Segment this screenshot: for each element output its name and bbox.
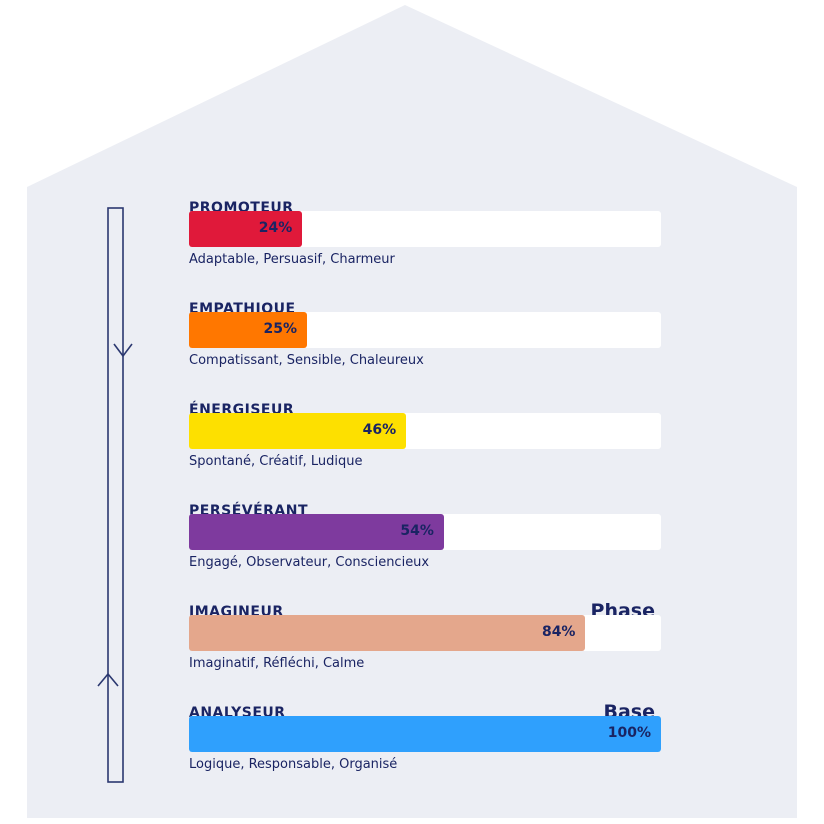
bar-track: 84% — [189, 615, 661, 651]
value-label: 54% — [400, 523, 434, 539]
value-label: 100% — [607, 725, 651, 741]
description: Engagé, Observateur, Consciencieux — [189, 555, 430, 570]
value-label: 25% — [263, 321, 297, 337]
bar-track: 24% — [189, 211, 661, 247]
description: Imaginatif, Réfléchi, Calme — [189, 656, 365, 671]
description: Logique, Responsable, Organisé — [189, 757, 398, 772]
bar-track: 54% — [189, 514, 661, 550]
value-label: 46% — [362, 422, 397, 438]
arrow-down-icon — [113, 343, 133, 358]
description: Spontané, Créatif, Ludique — [189, 454, 363, 469]
arrow-up-icon — [97, 672, 119, 687]
description: Compatissant, Sensible, Chaleureux — [189, 353, 424, 368]
vertical-arrow-frame — [97, 207, 133, 783]
value-label: 84% — [541, 624, 576, 640]
bar: 46% — [189, 413, 407, 449]
bar-track: 25% — [189, 312, 661, 348]
bar: 84% — [189, 615, 586, 651]
bar: 24% — [189, 211, 303, 247]
bar: 54% — [189, 514, 444, 550]
bar: 25% — [189, 312, 307, 348]
bar-track: 46% — [189, 413, 661, 449]
bar-track: 100% — [189, 716, 661, 752]
description: Adaptable, Persuasif, Charmeur — [189, 252, 395, 267]
bar: 100% — [189, 716, 661, 752]
value-label: 24% — [258, 220, 293, 236]
